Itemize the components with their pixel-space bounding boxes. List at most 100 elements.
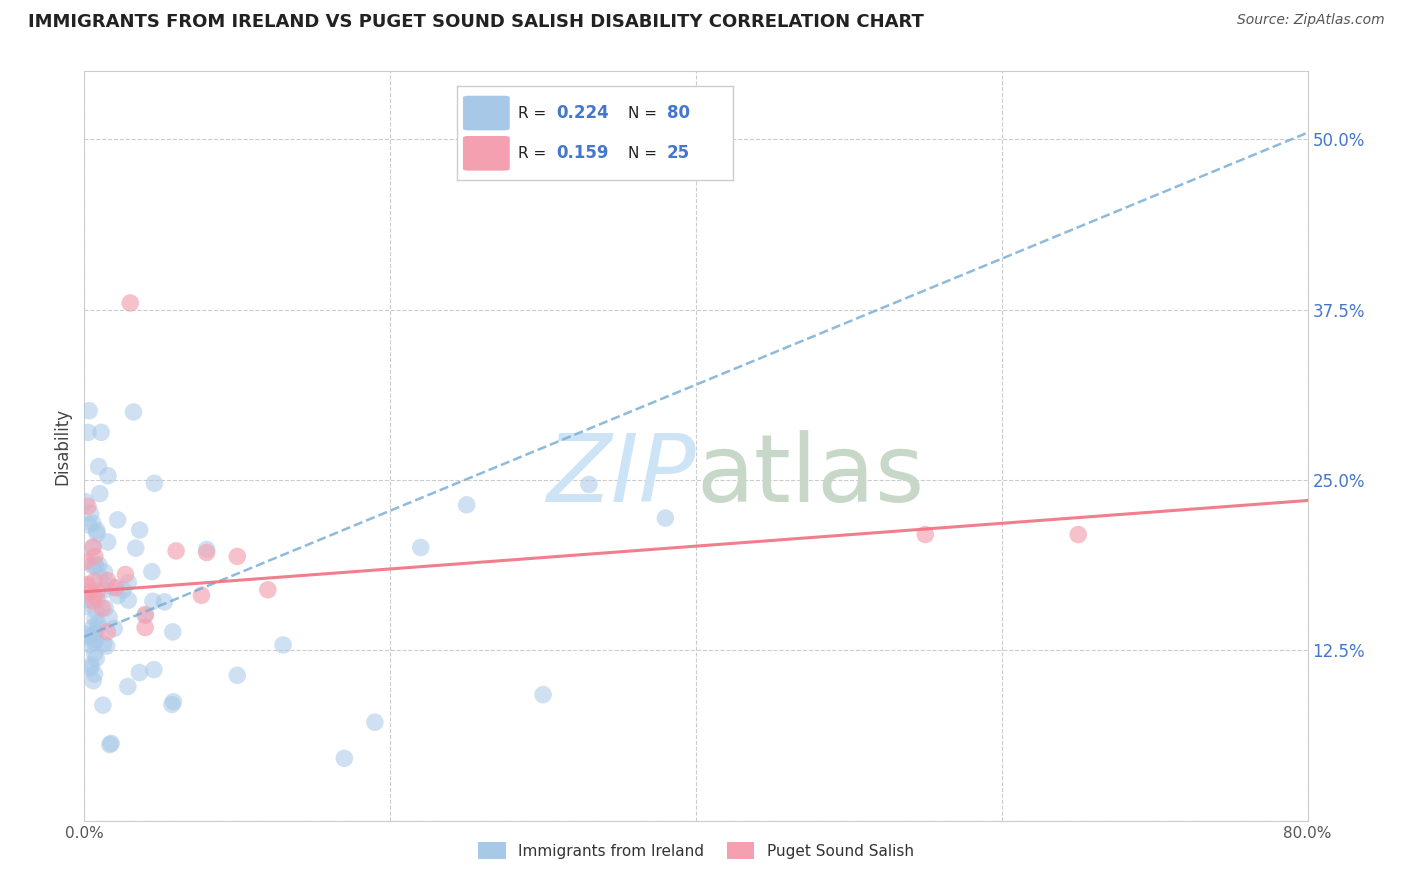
Point	[86, 524, 108, 538]
Point	[84, 612, 107, 626]
Text: IMMIGRANTS FROM IRELAND VS PUGET SOUND SALISH DISABILITY CORRELATION CHART: IMMIGRANTS FROM IRELAND VS PUGET SOUND S…	[28, 13, 924, 31]
Point	[120, 296, 142, 310]
Point	[226, 668, 249, 682]
Point	[107, 513, 129, 527]
Point	[84, 651, 107, 665]
Point	[128, 523, 150, 537]
Point	[531, 688, 554, 702]
Point	[84, 559, 107, 574]
Point	[75, 495, 97, 509]
Point	[93, 583, 115, 598]
Point	[77, 500, 100, 514]
Point	[77, 630, 100, 644]
Point	[117, 680, 139, 694]
Point	[77, 403, 100, 417]
Point	[578, 477, 600, 491]
Point	[195, 545, 218, 559]
Point	[73, 599, 96, 614]
Point	[134, 621, 156, 635]
Point	[96, 639, 118, 653]
Point	[190, 588, 212, 602]
Point	[456, 498, 478, 512]
Point	[97, 468, 120, 483]
Point	[128, 665, 150, 680]
Point	[114, 567, 136, 582]
Point	[91, 698, 114, 713]
Point	[271, 638, 294, 652]
Point	[409, 541, 432, 555]
Point	[83, 589, 105, 603]
Point	[135, 607, 157, 622]
Point	[333, 751, 356, 765]
Point	[112, 582, 135, 597]
Legend: Immigrants from Ireland, Puget Sound Salish: Immigrants from Ireland, Puget Sound Sal…	[472, 836, 920, 865]
Point	[93, 566, 115, 580]
Point	[77, 425, 100, 440]
Point	[134, 608, 156, 623]
Point	[117, 593, 139, 607]
Point	[142, 663, 165, 677]
Point	[83, 667, 105, 681]
Point	[86, 592, 108, 607]
Point	[79, 661, 101, 675]
Point	[87, 616, 110, 631]
Point	[90, 425, 112, 440]
Point	[122, 405, 145, 419]
Point	[257, 582, 280, 597]
Point	[195, 542, 218, 557]
Text: ZIP: ZIP	[547, 431, 696, 522]
Y-axis label: Disability: Disability	[53, 408, 72, 484]
Point	[79, 638, 101, 652]
Point	[160, 698, 183, 712]
Point	[80, 658, 103, 673]
Point	[101, 580, 124, 594]
Point	[162, 624, 184, 639]
Point	[75, 627, 97, 641]
Point	[97, 535, 120, 549]
Point	[91, 601, 114, 615]
Point	[77, 517, 100, 532]
Point	[117, 575, 139, 590]
Point	[89, 486, 111, 500]
Point	[82, 620, 104, 634]
Text: Source: ZipAtlas.com: Source: ZipAtlas.com	[1237, 13, 1385, 28]
Point	[82, 673, 104, 688]
Point	[125, 541, 148, 555]
Point	[143, 476, 166, 491]
Point	[1067, 527, 1090, 541]
Point	[165, 544, 187, 558]
Point	[83, 627, 105, 641]
Text: atlas: atlas	[696, 430, 924, 522]
Point	[654, 511, 676, 525]
Point	[82, 594, 104, 608]
Point	[153, 595, 176, 609]
Point	[76, 592, 98, 607]
Point	[96, 574, 118, 588]
Point	[98, 738, 121, 752]
Point	[86, 585, 108, 599]
Point	[82, 516, 104, 531]
Point	[89, 570, 111, 584]
Point	[142, 594, 165, 608]
Point	[84, 558, 107, 572]
Point	[96, 624, 118, 639]
Point	[83, 635, 105, 649]
Point	[83, 549, 105, 564]
Point	[86, 526, 108, 541]
Point	[107, 589, 129, 603]
Point	[79, 507, 101, 521]
Point	[83, 574, 105, 589]
Point	[87, 558, 110, 572]
Point	[98, 610, 121, 624]
Point	[82, 540, 104, 554]
Point	[103, 621, 125, 635]
Point	[162, 695, 184, 709]
Point	[94, 601, 117, 615]
Point	[76, 577, 98, 591]
Point	[141, 565, 163, 579]
Point	[100, 736, 122, 750]
Point	[914, 527, 936, 541]
Point	[87, 621, 110, 635]
Point	[83, 646, 105, 660]
Point	[104, 581, 127, 595]
